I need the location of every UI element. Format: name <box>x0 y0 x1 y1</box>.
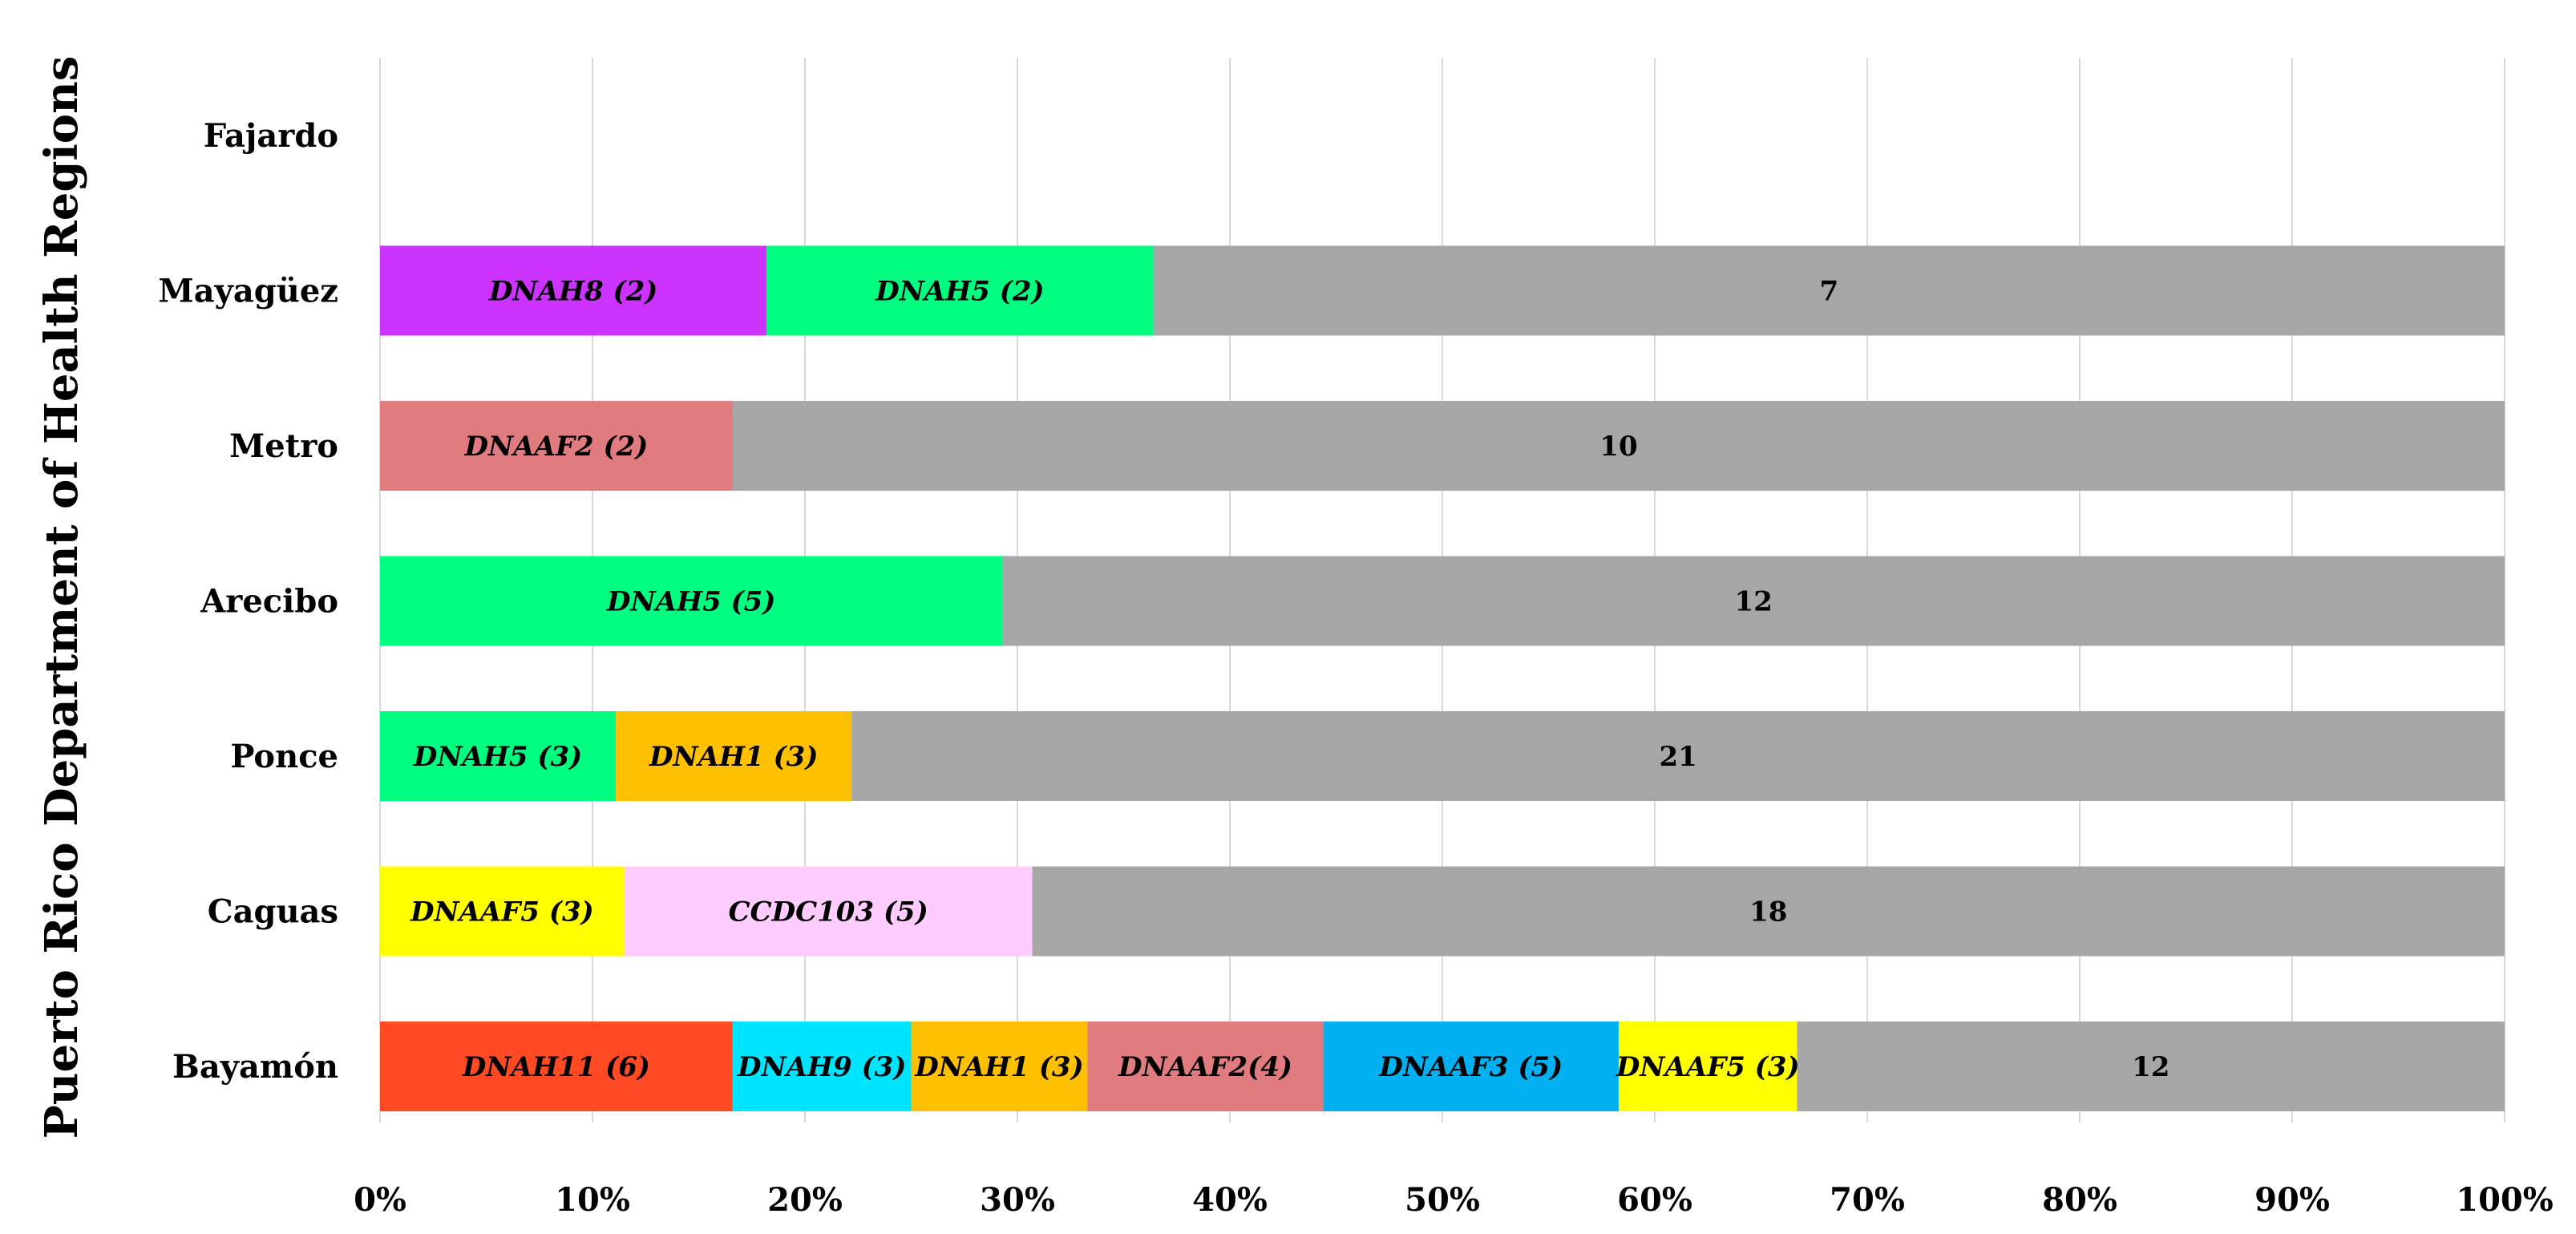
segment-label: DNAH11 (6) <box>462 1051 650 1083</box>
category-label: Bayamón <box>172 1048 338 1086</box>
x-tick-label: 20% <box>767 1181 843 1219</box>
x-tick-label: 70% <box>1830 1181 1905 1219</box>
gene-count: (5) <box>722 586 776 618</box>
gene-count: (6) <box>596 1051 650 1083</box>
category-label: Fajardo <box>204 117 338 155</box>
segment-label: DNAH5 (3) <box>413 741 582 773</box>
segment-label: 10 <box>1599 431 1637 463</box>
segment-label: 18 <box>1749 896 1787 929</box>
gene-count: (5) <box>1509 1051 1563 1083</box>
gene-count: (3) <box>1745 1051 1800 1083</box>
category-label: Arecibo <box>200 583 338 621</box>
x-tick-label: 40% <box>1192 1181 1268 1219</box>
x-tick-label: 80% <box>2042 1181 2117 1219</box>
gene-name: DNAAF5 <box>1616 1051 1745 1083</box>
bar-segment <box>851 711 2505 801</box>
bar-segment <box>1032 866 2505 957</box>
gene-count: (3) <box>1029 1051 1084 1083</box>
bar-segment <box>1323 1022 1619 1111</box>
gene-name: DNAH1 <box>649 741 764 773</box>
gene-count: (5) <box>874 896 928 929</box>
segment-label: DNAAF5 (3) <box>410 896 594 929</box>
bar-segment <box>380 866 625 957</box>
gene-count: (3) <box>852 1051 907 1083</box>
bar-segment <box>380 711 617 801</box>
gene-name: DNAAF3 <box>1378 1051 1508 1083</box>
x-tick-label: 10% <box>555 1181 630 1219</box>
bar-segment <box>1153 245 2505 336</box>
gene-name: DNAH5 <box>875 276 990 308</box>
gene-count: (3) <box>764 741 819 773</box>
bar-segment <box>624 866 1033 957</box>
segment-label: DNAAF3 (5) <box>1378 1051 1563 1083</box>
segment-label: 21 <box>1659 741 1696 773</box>
x-tick-label: 90% <box>2255 1181 2330 1219</box>
gene-name: DNAAF2 <box>464 431 594 463</box>
gene-name: DNAH1 <box>914 1051 1029 1083</box>
gene-count: (2) <box>990 276 1045 308</box>
segment-label: DNAH1 (3) <box>649 741 818 773</box>
gene-count: (2) <box>594 431 649 463</box>
x-tick-labels: 0% 10% 20% 30% 40% 50% 60% 70% 80% 90% 100% <box>354 1181 2554 1219</box>
gene-count: (3) <box>528 741 583 773</box>
gene-count: (3) <box>540 896 594 929</box>
category-labels: Fajardo Mayagüez Metro Arecibo Ponce Caguas Ba… <box>158 117 338 1086</box>
gene-name: DNAH5 <box>413 741 528 773</box>
category-label: Ponce <box>230 738 338 775</box>
bar-segment <box>1797 1022 2505 1111</box>
segment-label: DNAAF5 (3) <box>1616 1051 1800 1083</box>
bar-segment <box>911 1022 1088 1111</box>
x-tick-label: 0% <box>354 1181 406 1219</box>
bar-segment <box>1618 1022 1798 1111</box>
bar-segment <box>732 401 2505 491</box>
gene-count: (2) <box>604 276 658 308</box>
gene-name: DNAH11 <box>462 1051 596 1083</box>
segment-label: DNAAF2 (2) <box>464 431 649 463</box>
gene-name: DNAH8 <box>488 276 604 308</box>
bar-segment <box>380 556 1003 646</box>
segment-label: CCDC103 (5) <box>728 896 928 929</box>
x-tick-label: 100% <box>2456 1181 2554 1219</box>
gene-name: DNAH5 <box>606 586 722 618</box>
category-label: Caguas <box>208 893 338 931</box>
segment-label: DNAAF2(4) <box>1118 1051 1292 1083</box>
gene-name: DNAAF5 <box>410 896 540 929</box>
gene-name: CCDC103 <box>728 896 874 929</box>
bar-segment <box>1002 556 2505 646</box>
bar-segment <box>380 401 733 491</box>
y-axis-title: Puerto Rico Department of Health Regions <box>35 56 88 1139</box>
x-tick-label: 30% <box>980 1181 1055 1219</box>
gene-name: DNAH9 <box>737 1051 852 1083</box>
bar-segment <box>380 1022 733 1111</box>
bars <box>380 245 2505 1111</box>
gene-name: DNAAF2 <box>1118 1051 1248 1083</box>
bar-segment <box>616 711 852 801</box>
segment-label: DNAH9 (3) <box>737 1051 906 1083</box>
category-label: Metro <box>229 427 338 465</box>
bar-segment <box>732 1022 912 1111</box>
x-tick-label: 60% <box>1617 1181 1692 1219</box>
segment-label: DNAH8 (2) <box>488 276 657 308</box>
segment-label: DNAH5 (5) <box>606 586 775 618</box>
bar-segment <box>380 245 767 336</box>
category-label: Mayagüez <box>158 273 338 310</box>
x-tick-label: 50% <box>1405 1181 1480 1219</box>
segment-label: DNAH1 (3) <box>914 1051 1083 1083</box>
segment-label: 7 <box>1819 276 1838 308</box>
segment-label: DNAH5 (2) <box>875 276 1044 308</box>
segment-label: 12 <box>2132 1051 2170 1083</box>
segment-label: 12 <box>1735 586 1773 618</box>
gene-count: (4) <box>1248 1051 1292 1083</box>
bar-segment <box>1087 1022 1324 1111</box>
bar-segment <box>766 245 1154 336</box>
